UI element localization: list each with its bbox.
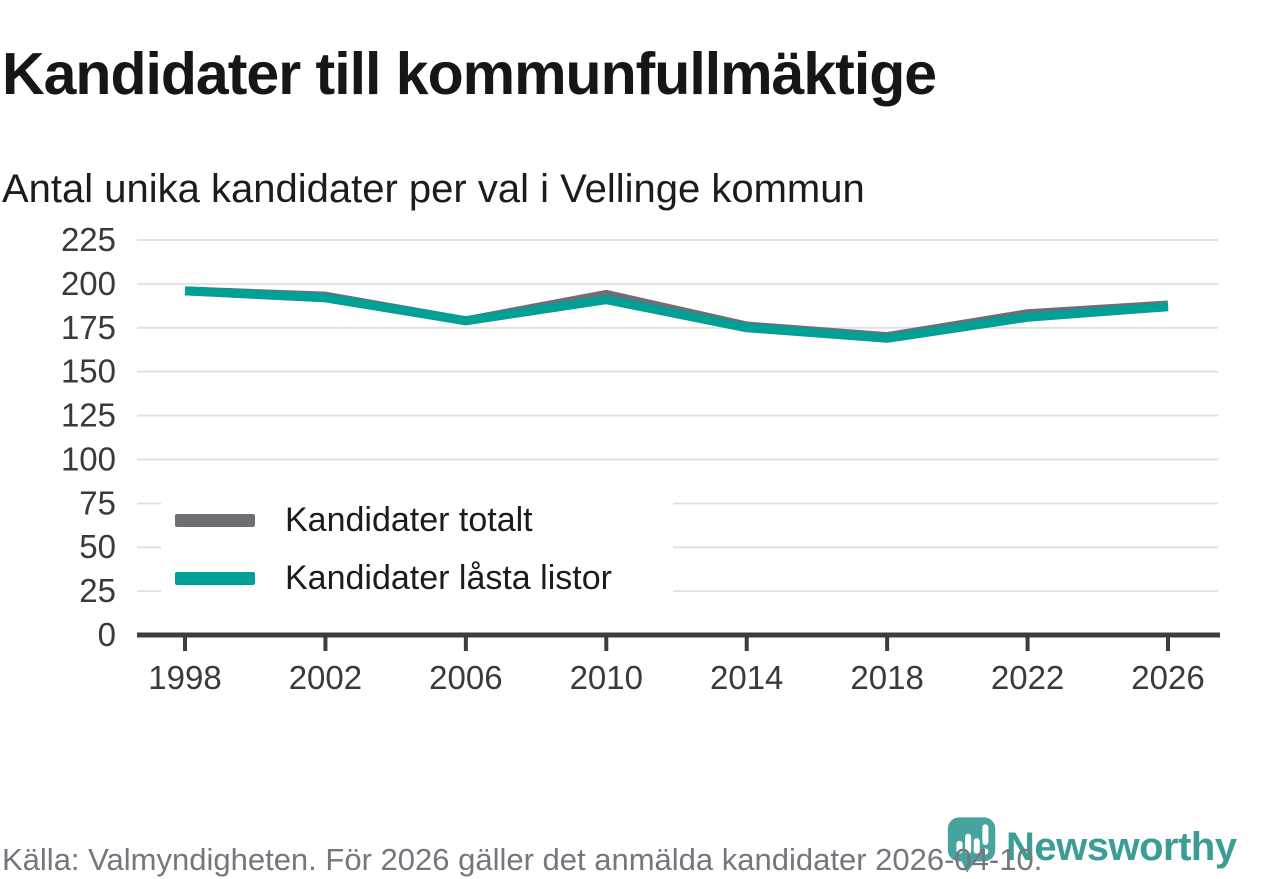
page-title: Kandidater till kommunfullmäktige bbox=[2, 40, 937, 107]
newsworthy-logo-icon bbox=[947, 817, 996, 873]
legend-item-totalt: Kandidater totalt bbox=[175, 499, 673, 541]
svg-text:0: 0 bbox=[98, 616, 116, 653]
svg-text:75: 75 bbox=[79, 484, 116, 521]
svg-text:200: 200 bbox=[61, 265, 116, 302]
chart-legend: Kandidater totalt Kandidater låsta listo… bbox=[161, 489, 673, 609]
source-note: Källa: Valmyndigheten. För 2026 gäller d… bbox=[2, 842, 1043, 877]
svg-text:2026: 2026 bbox=[1131, 659, 1204, 696]
svg-text:125: 125 bbox=[61, 397, 116, 434]
svg-text:1998: 1998 bbox=[148, 659, 221, 696]
svg-text:25: 25 bbox=[79, 572, 116, 609]
svg-text:2022: 2022 bbox=[991, 659, 1064, 696]
svg-text:175: 175 bbox=[61, 309, 116, 346]
legend-label-totalt: Kandidater totalt bbox=[285, 500, 533, 539]
svg-text:2010: 2010 bbox=[570, 659, 643, 696]
svg-text:2018: 2018 bbox=[850, 659, 923, 696]
legend-swatch-totalt-icon bbox=[175, 513, 255, 527]
brand-link[interactable]: Newsworthy bbox=[947, 812, 1237, 878]
legend-label-lasta-listor: Kandidater låsta listor bbox=[285, 558, 612, 597]
legend-swatch-lasta-listor-icon bbox=[175, 571, 255, 585]
svg-text:150: 150 bbox=[61, 353, 116, 390]
legend-item-lasta-listor: Kandidater låsta listor bbox=[175, 557, 673, 599]
brand-name: Newsworthy bbox=[1006, 825, 1237, 869]
svg-text:50: 50 bbox=[79, 528, 116, 565]
chart-subtitle: Antal unika kandidater per val i Velling… bbox=[2, 167, 865, 212]
svg-text:2014: 2014 bbox=[710, 659, 783, 696]
svg-text:2002: 2002 bbox=[289, 659, 362, 696]
svg-text:100: 100 bbox=[61, 440, 116, 477]
svg-text:225: 225 bbox=[61, 221, 116, 258]
svg-text:2006: 2006 bbox=[429, 659, 502, 696]
